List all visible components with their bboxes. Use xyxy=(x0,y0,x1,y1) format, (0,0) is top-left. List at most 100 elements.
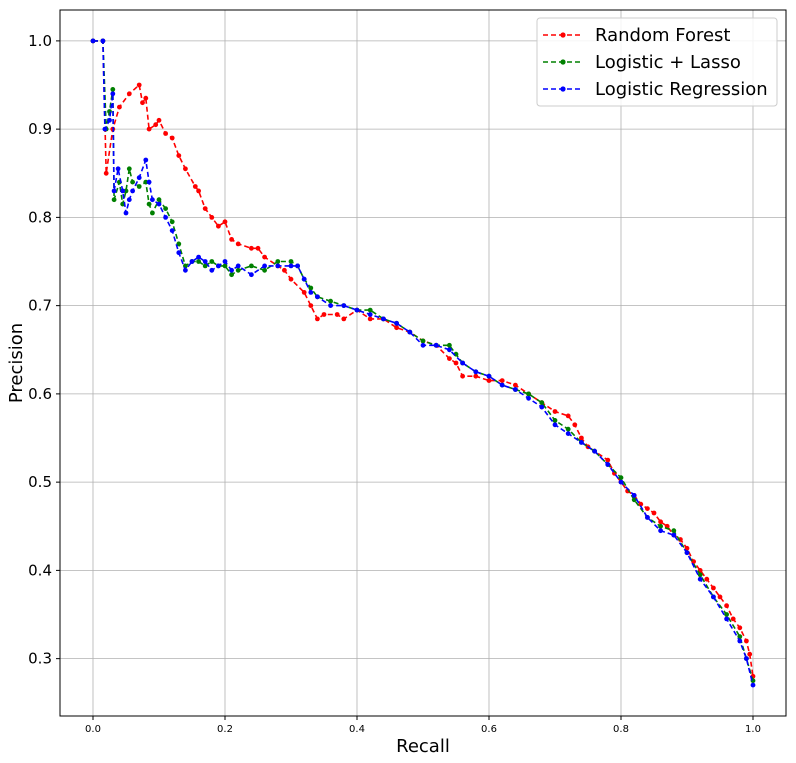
data-point xyxy=(295,263,300,269)
legend-marker xyxy=(560,32,566,38)
x-tick-label: 0.2 xyxy=(217,724,233,735)
data-point xyxy=(143,157,149,163)
y-tick-label: 1.0 xyxy=(28,32,52,50)
data-point xyxy=(143,179,149,185)
data-point xyxy=(671,528,677,534)
data-point xyxy=(229,267,235,273)
data-point xyxy=(341,303,347,308)
y-tick-label: 0.7 xyxy=(28,297,52,315)
data-point xyxy=(420,342,426,348)
y-axis-label: Precision xyxy=(6,323,27,403)
data-point xyxy=(381,316,386,322)
data-point xyxy=(202,259,208,264)
data-point xyxy=(216,223,221,229)
data-point xyxy=(235,241,241,247)
data-point xyxy=(737,625,743,631)
data-point xyxy=(163,206,169,212)
data-point xyxy=(262,267,267,273)
data-point xyxy=(579,435,584,441)
data-point xyxy=(354,307,360,313)
data-point xyxy=(308,285,314,291)
legend-item-logistic-regression: Logistic Regression xyxy=(543,79,768,100)
data-point xyxy=(209,215,215,220)
data-point xyxy=(209,267,215,273)
data-point xyxy=(684,550,690,556)
data-point xyxy=(196,254,202,260)
data-point xyxy=(301,290,307,295)
y-tick-label: 0.5 xyxy=(28,473,52,491)
data-point xyxy=(176,250,182,256)
data-point xyxy=(150,210,155,216)
y-tick-label: 0.3 xyxy=(28,650,52,668)
data-point xyxy=(130,188,136,194)
data-point xyxy=(394,325,399,331)
data-point xyxy=(146,126,152,132)
legend-box xyxy=(536,17,778,107)
data-point xyxy=(618,475,624,481)
data-point xyxy=(90,38,96,44)
data-point xyxy=(169,135,175,141)
data-point xyxy=(658,519,663,525)
x-tick-label: 0.8 xyxy=(613,724,629,735)
data-point xyxy=(605,462,611,467)
data-point xyxy=(724,612,729,617)
data-point xyxy=(315,316,320,322)
data-point xyxy=(367,312,373,317)
legend-marker xyxy=(560,86,566,92)
data-point xyxy=(552,422,558,428)
data-point xyxy=(222,263,228,269)
data-point xyxy=(513,387,518,392)
data-point xyxy=(433,342,439,348)
plot-background xyxy=(60,10,786,716)
data-point xyxy=(235,263,241,269)
data-point xyxy=(420,338,426,344)
x-tick-label: 1.0 xyxy=(745,724,761,735)
data-point xyxy=(308,290,314,295)
plot-frame xyxy=(59,9,787,717)
data-point xyxy=(169,219,175,225)
y-tick-label: 0.8 xyxy=(28,208,52,226)
series-logistic-regression xyxy=(90,38,756,688)
data-point xyxy=(196,259,202,264)
data-point xyxy=(552,418,558,423)
y-axis-ticks: 0.3 0.4 0.5 0.6 0.7 0.8 0.9 1.0 xyxy=(28,32,60,668)
data-point xyxy=(209,259,215,264)
data-point xyxy=(394,320,399,326)
data-point xyxy=(717,594,723,600)
data-point xyxy=(110,91,116,97)
data-point xyxy=(651,510,657,516)
data-point xyxy=(275,263,281,269)
data-point xyxy=(747,651,753,657)
x-axis-ticks: 0.0 0.2 0.4 0.6 0.8 1.0 xyxy=(85,716,761,735)
data-point xyxy=(146,201,152,207)
data-point xyxy=(631,493,637,498)
data-point xyxy=(645,506,650,511)
data-point xyxy=(126,91,132,97)
data-point xyxy=(156,197,162,203)
data-point xyxy=(100,38,106,44)
data-point xyxy=(447,342,452,348)
data-point xyxy=(123,188,129,194)
data-point xyxy=(308,303,314,308)
data-point xyxy=(140,100,145,106)
data-point xyxy=(235,267,241,273)
data-point xyxy=(486,378,492,383)
legend-label: Logistic Regression xyxy=(595,79,768,100)
data-point xyxy=(526,391,531,397)
data-point xyxy=(460,360,465,366)
x-axis-label: Recall xyxy=(396,736,450,757)
data-point xyxy=(169,228,175,234)
y-tick-label: 0.4 xyxy=(28,561,52,579)
data-point xyxy=(565,426,571,432)
data-point xyxy=(737,638,743,644)
data-point xyxy=(288,276,294,282)
data-point xyxy=(183,166,188,172)
y-tick-label: 0.6 xyxy=(28,385,52,403)
data-point xyxy=(111,188,117,194)
data-point xyxy=(645,515,650,520)
data-point xyxy=(222,259,228,264)
data-point xyxy=(301,276,307,282)
data-point xyxy=(249,272,254,278)
data-point xyxy=(724,616,729,622)
